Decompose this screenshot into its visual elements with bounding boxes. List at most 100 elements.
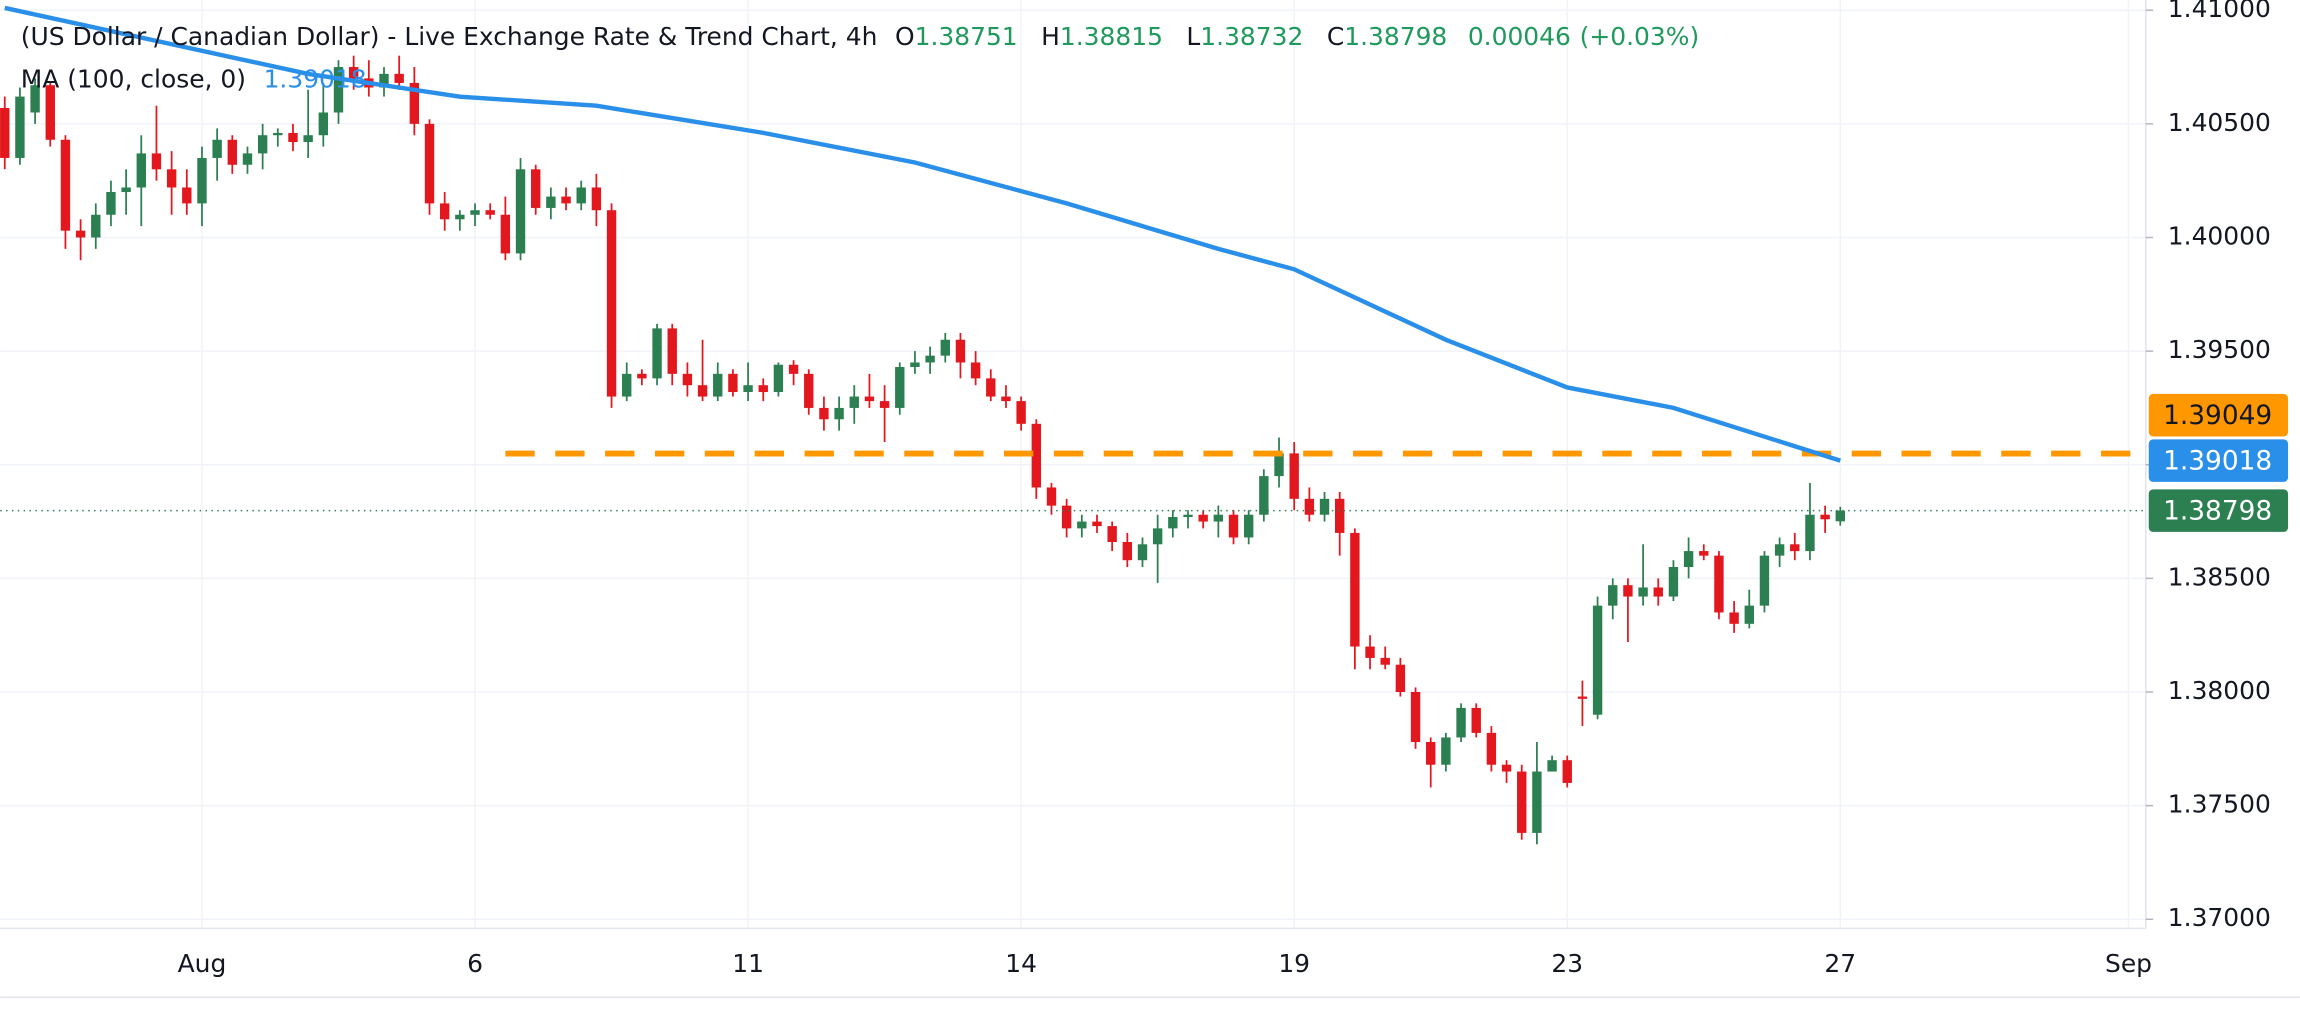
candle-body [60, 139, 71, 231]
candle-body [1790, 544, 1800, 552]
candle-body [1547, 760, 1557, 772]
candle-body [940, 339, 950, 356]
candle-body [409, 82, 420, 124]
candle-body [212, 139, 222, 158]
y-tick-label: 1.37500 [2168, 790, 2271, 819]
candle-body [242, 153, 253, 165]
candle-body [955, 339, 966, 363]
candle-body [136, 153, 146, 188]
candle-body [697, 385, 708, 397]
candle-body [606, 210, 617, 397]
candle-body [1608, 585, 1618, 606]
candle-body [75, 230, 86, 238]
y-tick-label: 1.40500 [2168, 108, 2271, 137]
candle-body [1061, 505, 1072, 529]
candle-body [439, 203, 450, 220]
candle-body [1486, 732, 1497, 765]
candle-body [1137, 544, 1148, 561]
y-tick-label: 1.41000 [2168, 0, 2271, 23]
candle-body [1289, 453, 1299, 499]
candle-body [895, 367, 905, 408]
ma-legend: MA (100, close, 0) 1.39018 [21, 65, 367, 94]
ma-name: MA (100, close, 0) [21, 65, 246, 94]
candle-body [500, 214, 511, 254]
candle-body [1532, 771, 1542, 833]
x-tick-label: 19 [1278, 949, 1310, 978]
candle-body [455, 214, 465, 220]
candle-body [1092, 521, 1102, 527]
ma-line [4, 5, 1841, 463]
price-tag-label: 1.38798 [2163, 497, 2272, 527]
candle-body [45, 85, 55, 140]
candle-body [470, 210, 480, 215]
candle-body [1744, 605, 1754, 624]
candle-body [30, 85, 40, 113]
candle-body [561, 196, 571, 204]
candle-body [1714, 555, 1724, 613]
candle-body [1031, 423, 1041, 488]
candle-body [1805, 514, 1815, 552]
y-tick-label: 1.40000 [2168, 221, 2271, 250]
candle-body [1168, 517, 1178, 529]
x-tick-label: 11 [732, 949, 764, 978]
candle-body [257, 135, 268, 154]
candle-body [1365, 646, 1375, 658]
candle-body [1335, 498, 1345, 533]
candle-body [546, 196, 556, 208]
candle-body [834, 407, 844, 420]
candle-body [1820, 514, 1830, 520]
candle-body [591, 187, 602, 211]
candle-body [1683, 551, 1694, 568]
candle-body [1259, 476, 1269, 515]
candle-body [1653, 587, 1663, 597]
candle-body [348, 67, 359, 79]
candle-body [303, 135, 313, 143]
price-tag-label: 1.39049 [2163, 401, 2272, 431]
y-tick-label: 1.38500 [2168, 562, 2271, 591]
candle-body [1668, 567, 1679, 597]
candle-body [1152, 528, 1163, 545]
candle-body [394, 73, 404, 83]
x-tick-label: 23 [1551, 949, 1583, 978]
candle-body [713, 373, 723, 397]
candle-body [333, 67, 344, 113]
candle-body [1774, 544, 1785, 556]
candle-body [318, 112, 329, 136]
candle-body [864, 396, 875, 402]
candle-body [1623, 585, 1633, 597]
candle-body [1835, 510, 1845, 522]
candle-body [1699, 551, 1709, 556]
candle-body [728, 373, 738, 393]
candle-body [849, 396, 859, 408]
candle-body [424, 123, 435, 204]
candle-body [485, 210, 495, 215]
candle-body [1183, 514, 1193, 518]
ohlc-value: 1.38751 [915, 22, 1018, 51]
candle-body [1046, 487, 1057, 506]
candle-body [1319, 498, 1330, 515]
candle-body [1410, 691, 1421, 742]
candle-body [121, 187, 131, 193]
candle-body [288, 132, 298, 143]
candle-body [682, 373, 693, 386]
x-tick-label: 14 [1005, 949, 1037, 978]
candle-body [1001, 396, 1011, 402]
candle-body [379, 73, 389, 88]
candle-body [197, 157, 207, 204]
x-tick-label: 6 [467, 949, 483, 978]
candle-body [106, 192, 116, 215]
header: (US Dollar / Canadian Dollar) - Live Exc… [21, 22, 1699, 51]
candle-body [1274, 453, 1284, 477]
candle-body [1122, 542, 1133, 561]
price-tag-label: 1.39018 [2163, 447, 2272, 477]
candle-body [667, 328, 677, 374]
ohlc-label: H [1041, 22, 1060, 51]
candle-body [970, 362, 981, 379]
candle-body [879, 401, 890, 408]
candle-body [1228, 514, 1239, 538]
candle-body [166, 169, 177, 188]
ohlc-value: 1.38815 [1060, 22, 1163, 51]
candle-body [182, 187, 192, 204]
